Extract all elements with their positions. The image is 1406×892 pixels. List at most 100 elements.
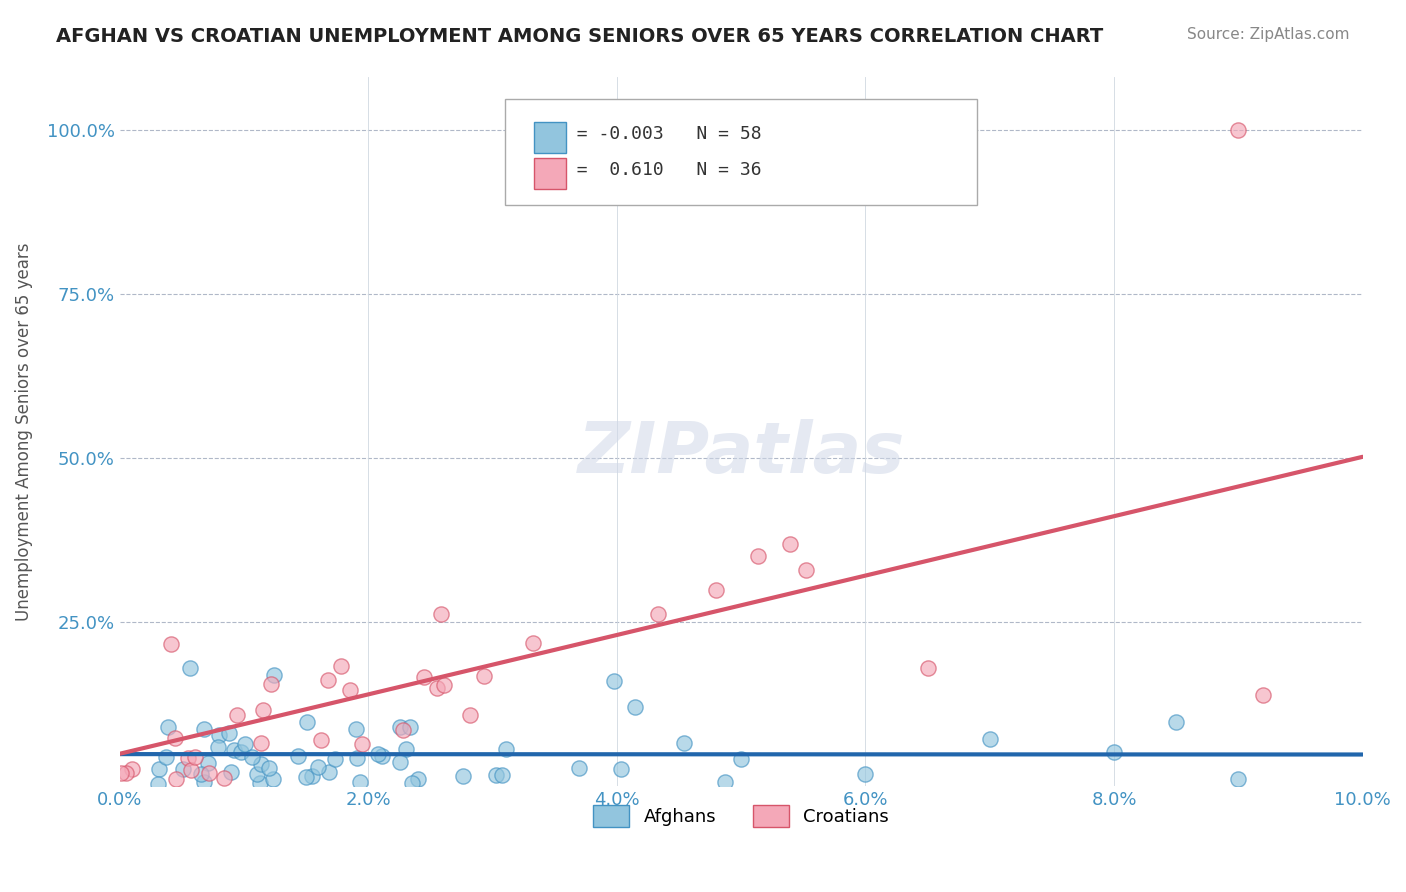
- Text: R = -0.003   N = 58: R = -0.003 N = 58: [555, 125, 762, 143]
- Y-axis label: Unemployment Among Seniors over 65 years: Unemployment Among Seniors over 65 years: [15, 243, 32, 621]
- Croatians: [413, 670, 436, 684]
- Afghans: [231, 745, 253, 759]
- Afghans: [389, 721, 412, 735]
- Afghans: [233, 737, 256, 751]
- Afghans: [603, 674, 626, 689]
- Croatians: [458, 708, 481, 723]
- Afghans: [1166, 714, 1188, 729]
- FancyBboxPatch shape: [505, 99, 977, 205]
- Croatians: [225, 708, 247, 723]
- Croatians: [350, 737, 373, 751]
- Croatians: [917, 661, 939, 675]
- Afghans: [979, 732, 1001, 747]
- Afghans: [146, 777, 169, 791]
- Afghans: [451, 769, 474, 783]
- Afghans: [398, 720, 420, 734]
- Afghans: [307, 760, 329, 774]
- Afghans: [568, 761, 591, 775]
- Afghans: [250, 756, 273, 771]
- Croatians: [647, 607, 669, 622]
- Afghans: [193, 722, 215, 736]
- Croatians: [198, 766, 221, 780]
- Afghans: [219, 764, 242, 779]
- Afghans: [395, 742, 418, 756]
- Croatians: [433, 678, 456, 692]
- Afghans: [301, 769, 323, 783]
- Croatians: [472, 669, 495, 683]
- Afghans: [344, 723, 367, 737]
- Afghans: [222, 742, 245, 756]
- Afghans: [323, 752, 346, 766]
- Croatians: [160, 637, 183, 651]
- Afghans: [495, 742, 517, 756]
- Croatians: [747, 549, 769, 563]
- Croatians: [330, 659, 353, 673]
- Afghans: [246, 767, 269, 781]
- Text: Source: ZipAtlas.com: Source: ZipAtlas.com: [1187, 27, 1350, 42]
- Croatians: [177, 751, 200, 765]
- Croatians: [522, 635, 544, 649]
- Croatians: [110, 766, 132, 780]
- Text: R =  0.610   N = 36: R = 0.610 N = 36: [555, 161, 762, 178]
- Afghans: [249, 776, 271, 790]
- Afghans: [262, 772, 284, 787]
- Croatians: [114, 766, 136, 780]
- Legend: Afghans, Croatians: Afghans, Croatians: [586, 797, 896, 834]
- Croatians: [311, 733, 333, 747]
- Afghans: [624, 700, 647, 714]
- Croatians: [252, 703, 274, 717]
- Afghans: [148, 763, 170, 777]
- Afghans: [714, 774, 737, 789]
- Croatians: [779, 536, 801, 550]
- Croatians: [704, 582, 727, 597]
- Afghans: [259, 761, 281, 775]
- Afghans: [263, 668, 285, 682]
- Afghans: [349, 775, 371, 789]
- Afghans: [218, 725, 240, 739]
- Croatians: [339, 682, 361, 697]
- Afghans: [371, 749, 394, 764]
- FancyBboxPatch shape: [534, 122, 567, 153]
- Afghans: [318, 765, 340, 780]
- Afghans: [240, 749, 263, 764]
- Croatians: [1251, 688, 1274, 702]
- Afghans: [207, 740, 229, 755]
- Afghans: [193, 775, 215, 789]
- Croatians: [260, 677, 283, 691]
- Text: AFGHAN VS CROATIAN UNEMPLOYMENT AMONG SENIORS OVER 65 YEARS CORRELATION CHART: AFGHAN VS CROATIAN UNEMPLOYMENT AMONG SE…: [56, 27, 1104, 45]
- Croatians: [180, 763, 202, 777]
- Croatians: [212, 771, 235, 785]
- Afghans: [388, 755, 411, 769]
- Croatians: [391, 723, 413, 738]
- Text: ZIPatlas: ZIPatlas: [578, 418, 905, 488]
- Croatians: [165, 772, 187, 786]
- Afghans: [295, 715, 318, 730]
- Croatians: [121, 762, 143, 776]
- Croatians: [1227, 123, 1250, 137]
- Afghans: [491, 767, 513, 781]
- Afghans: [610, 762, 633, 776]
- Croatians: [430, 607, 453, 622]
- Afghans: [179, 661, 201, 675]
- Croatians: [794, 563, 817, 577]
- Afghans: [155, 750, 177, 764]
- Croatians: [163, 731, 186, 745]
- Afghans: [673, 736, 696, 750]
- Afghans: [855, 767, 877, 781]
- FancyBboxPatch shape: [534, 158, 567, 189]
- Afghans: [367, 747, 389, 761]
- Afghans: [346, 751, 368, 765]
- Afghans: [1102, 745, 1125, 759]
- Afghans: [190, 766, 212, 780]
- Croatians: [426, 681, 449, 695]
- Afghans: [287, 748, 309, 763]
- Afghans: [208, 728, 231, 742]
- Afghans: [172, 762, 194, 776]
- Afghans: [295, 770, 318, 784]
- Afghans: [197, 756, 219, 770]
- Afghans: [485, 768, 508, 782]
- Afghans: [156, 720, 179, 734]
- Croatians: [318, 673, 340, 687]
- Afghans: [401, 776, 423, 790]
- Afghans: [730, 752, 752, 766]
